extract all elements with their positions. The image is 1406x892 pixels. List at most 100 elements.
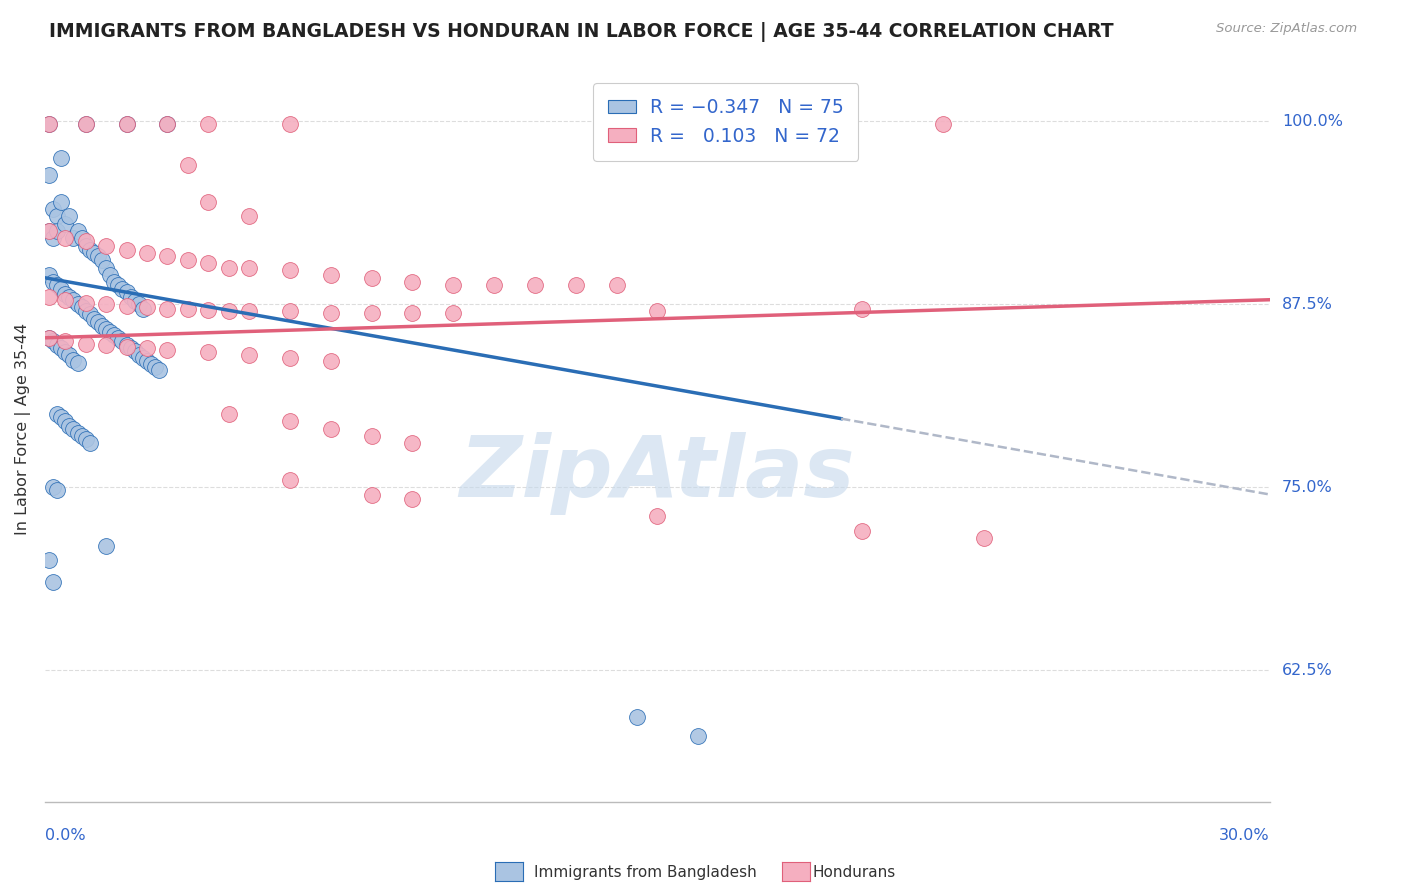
Text: 75.0%: 75.0% (1282, 480, 1333, 495)
Text: Hondurans: Hondurans (813, 865, 896, 880)
Point (53, 231, 76, 245)
Point (66, 425, 89, 440)
Point (238, 348, 260, 362)
Point (87, 315, 110, 329)
Point (218, 260, 240, 275)
Point (238, 209, 260, 223)
Point (62, 422, 84, 436)
Text: 30.0%: 30.0% (1219, 829, 1270, 844)
Point (83, 245, 105, 260)
Point (120, 341, 142, 355)
Point (197, 117, 219, 131)
Point (38, 553, 60, 567)
Point (94, 260, 117, 275)
Point (626, 710, 648, 724)
Point (42, 480, 65, 494)
Point (94, 297, 117, 311)
Point (851, 524, 873, 538)
Point (482, 278, 505, 293)
Point (115, 340, 138, 354)
Point (932, 117, 955, 131)
Point (136, 354, 159, 368)
Text: IMMIGRANTS FROM BANGLADESH VS HONDURAN IN LABOR FORCE | AGE 35-44 CORRELATION CH: IMMIGRANTS FROM BANGLADESH VS HONDURAN I… (49, 22, 1114, 42)
Text: 62.5%: 62.5% (1282, 663, 1333, 678)
Point (75, 295, 97, 310)
Point (156, 117, 179, 131)
Point (136, 341, 159, 355)
Point (46, 224, 69, 238)
Point (523, 278, 546, 293)
Point (42, 231, 65, 245)
Point (197, 303, 219, 318)
Text: 87.5%: 87.5% (1282, 297, 1333, 311)
Point (66, 224, 89, 238)
Point (319, 422, 342, 436)
Point (124, 294, 146, 309)
Text: Source: ZipAtlas.com: Source: ZipAtlas.com (1216, 22, 1357, 36)
Point (401, 306, 423, 320)
Point (94, 338, 117, 352)
Point (62, 231, 84, 245)
Point (441, 306, 464, 320)
Point (156, 249, 179, 263)
Point (278, 414, 301, 428)
Point (46, 278, 69, 293)
Point (139, 357, 162, 371)
Point (128, 297, 150, 311)
Point (278, 263, 301, 277)
Point (120, 290, 142, 304)
Point (401, 436, 423, 450)
Point (51, 151, 73, 165)
Point (107, 331, 129, 345)
Point (46, 209, 69, 223)
Point (278, 473, 301, 487)
Point (278, 304, 301, 318)
Point (115, 299, 138, 313)
Point (360, 487, 382, 501)
Point (107, 278, 129, 293)
Point (42, 334, 65, 348)
Point (319, 306, 342, 320)
Point (319, 354, 342, 368)
Point (46, 483, 69, 497)
Point (360, 270, 382, 285)
Point (218, 407, 240, 421)
Point (38, 168, 60, 182)
Point (177, 253, 200, 268)
Point (238, 260, 260, 275)
Point (156, 301, 179, 316)
Point (132, 301, 155, 316)
Point (51, 194, 73, 209)
Point (58, 348, 80, 362)
Point (91, 319, 114, 334)
Point (75, 117, 97, 131)
Point (38, 117, 60, 131)
Point (58, 418, 80, 433)
Point (319, 268, 342, 282)
Point (103, 327, 125, 342)
Point (66, 356, 89, 370)
Point (728, 117, 751, 131)
Point (58, 290, 80, 304)
Point (441, 278, 464, 293)
Point (128, 348, 150, 362)
Point (79, 436, 101, 450)
Point (38, 290, 60, 304)
Point (75, 336, 97, 351)
Point (75, 432, 97, 446)
Point (53, 286, 76, 301)
Point (197, 256, 219, 270)
Point (70, 231, 93, 245)
Point (132, 351, 155, 366)
Point (70, 429, 93, 443)
Point (156, 343, 179, 357)
Point (851, 301, 873, 316)
Point (75, 234, 97, 248)
Point (197, 194, 219, 209)
Point (278, 117, 301, 131)
Point (360, 306, 382, 320)
Point (115, 285, 138, 300)
Point (111, 334, 134, 348)
Legend: R = −0.347   N = 75, R =   0.103   N = 72: R = −0.347 N = 75, R = 0.103 N = 72 (593, 83, 858, 161)
Point (973, 532, 995, 546)
